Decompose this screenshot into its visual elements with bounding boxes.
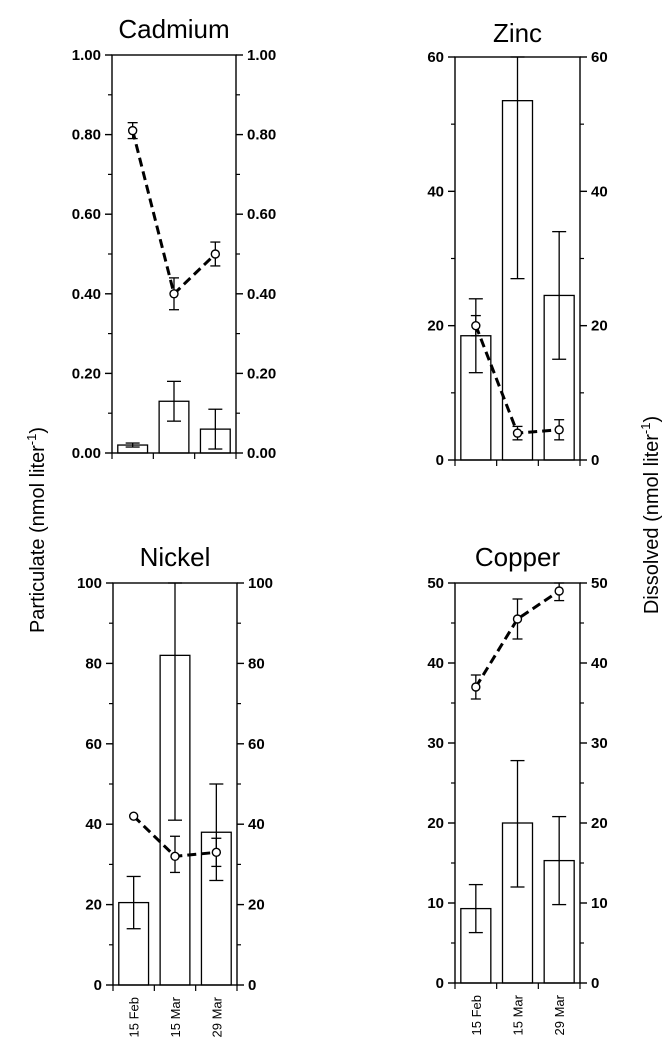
y-tick-label-right: 20 bbox=[591, 318, 608, 335]
y-tick-label-right: 0.60 bbox=[247, 206, 276, 223]
y-tick-label-right: 40 bbox=[248, 816, 265, 833]
panel-zinc: Zinc 0 0 20 20 40 40 60 60 bbox=[427, 18, 607, 469]
dissolved-point bbox=[128, 811, 139, 821]
y-tick-label-left: 60 bbox=[427, 49, 444, 66]
x-tick-label: 15 Mar bbox=[168, 996, 183, 1037]
y-tick-label-left: 0.80 bbox=[72, 127, 101, 144]
dissolved-point bbox=[127, 125, 138, 136]
panel-cadmium: Cadmium 0.00 0.00 0.20 0.20 0.40 0.40 0.60 0.60 0… bbox=[72, 14, 276, 462]
y-tick-label-left: 20 bbox=[427, 815, 444, 832]
x-tick-label: 15 Feb bbox=[127, 997, 142, 1037]
panel-title: Zinc bbox=[493, 18, 542, 48]
y-tick-label-left: 0 bbox=[94, 977, 102, 994]
y-tick-label-right: 0.80 bbox=[247, 127, 276, 144]
y-tick-label-left: 80 bbox=[85, 655, 102, 672]
y-tick-label-right: 0 bbox=[591, 452, 599, 469]
panel-nickel: Nickel 0 0 20 20 40 40 60 60 80 80 100 100 15 Feb 15 M… bbox=[77, 542, 273, 1037]
y-tick-label-right: 0.00 bbox=[247, 445, 276, 462]
dissolved-point bbox=[170, 851, 180, 862]
y-tick-label-right: 20 bbox=[591, 815, 608, 832]
dissolved-line bbox=[474, 325, 560, 435]
y-tick-label-right: 100 bbox=[248, 575, 273, 592]
x-tick-label: 15 Mar bbox=[511, 994, 526, 1035]
y-tick-label-right: 10 bbox=[591, 895, 608, 912]
dissolved-point bbox=[554, 586, 564, 596]
y-tick-label-left: 40 bbox=[85, 816, 102, 833]
panel-title: Nickel bbox=[140, 542, 211, 572]
x-tick-label: 29 Mar bbox=[209, 996, 224, 1037]
y-tick-label-right: 1.00 bbox=[247, 47, 276, 64]
y-tick-label-left: 1.00 bbox=[72, 47, 101, 64]
y-axis-label-right: Dissolved (nmol liter-1) bbox=[638, 416, 663, 614]
dissolved-point bbox=[512, 428, 523, 438]
panel-title: Cadmium bbox=[118, 14, 229, 44]
y-tick-label-left: 0.60 bbox=[72, 206, 101, 223]
dissolved-point bbox=[471, 320, 481, 331]
y-tick-label-left: 0.20 bbox=[72, 365, 101, 382]
panel-title: Copper bbox=[475, 542, 561, 572]
dissolved-line bbox=[474, 589, 561, 688]
panels: Cadmium 0.00 0.00 0.20 0.20 0.40 0.40 0.60 0.60 0… bbox=[72, 14, 608, 1037]
y-tick-label-right: 60 bbox=[248, 736, 265, 753]
panel-copper: Copper 0 0 10 10 20 20 30 30 40 40 50 50 15 Feb 15 Mar… bbox=[427, 542, 607, 1035]
y-tick-label-left: 40 bbox=[427, 655, 444, 672]
y-tick-label-right: 30 bbox=[591, 735, 608, 752]
dissolved-point bbox=[512, 614, 523, 624]
y-tick-label-left: 60 bbox=[85, 736, 102, 753]
y-tick-label-left: 0 bbox=[436, 975, 444, 992]
dissolved-line bbox=[131, 130, 217, 297]
dissolved-point bbox=[554, 425, 564, 435]
y-tick-label-right: 0 bbox=[248, 977, 256, 994]
y-tick-label-right: 40 bbox=[591, 183, 608, 200]
y-tick-label-left: 30 bbox=[427, 735, 444, 752]
y-tick-label-left: 40 bbox=[427, 183, 444, 200]
y-tick-label-right: 20 bbox=[248, 897, 265, 914]
dissolved-point bbox=[211, 847, 222, 858]
y-tick-label-right: 50 bbox=[591, 575, 608, 592]
y-tick-label-left: 0.00 bbox=[72, 445, 101, 462]
y-tick-label-right: 0 bbox=[591, 975, 599, 992]
y-axis-label-left: Particulate (nmol liter-1) bbox=[24, 427, 49, 633]
y-tick-label-left: 0 bbox=[436, 452, 444, 469]
dissolved-point bbox=[169, 289, 179, 299]
y-tick-label-left: 0.40 bbox=[72, 286, 101, 303]
y-tick-label-left: 50 bbox=[427, 575, 444, 592]
dissolved-point bbox=[471, 682, 481, 692]
x-tick-label: 29 Mar bbox=[552, 994, 567, 1035]
y-tick-label-left: 20 bbox=[427, 318, 444, 335]
y-tick-label-left: 20 bbox=[85, 897, 102, 914]
y-tick-label-right: 0.40 bbox=[247, 286, 276, 303]
x-tick-label: 15 Feb bbox=[469, 995, 484, 1035]
dissolved-point bbox=[210, 249, 221, 259]
y-tick-label-left: 100 bbox=[77, 575, 102, 592]
y-tick-label-right: 40 bbox=[591, 655, 608, 672]
y-tick-label-left: 10 bbox=[427, 895, 444, 912]
y-tick-label-right: 80 bbox=[248, 655, 265, 672]
y-tick-label-right: 0.20 bbox=[247, 365, 276, 382]
y-tick-label-right: 60 bbox=[591, 49, 608, 66]
